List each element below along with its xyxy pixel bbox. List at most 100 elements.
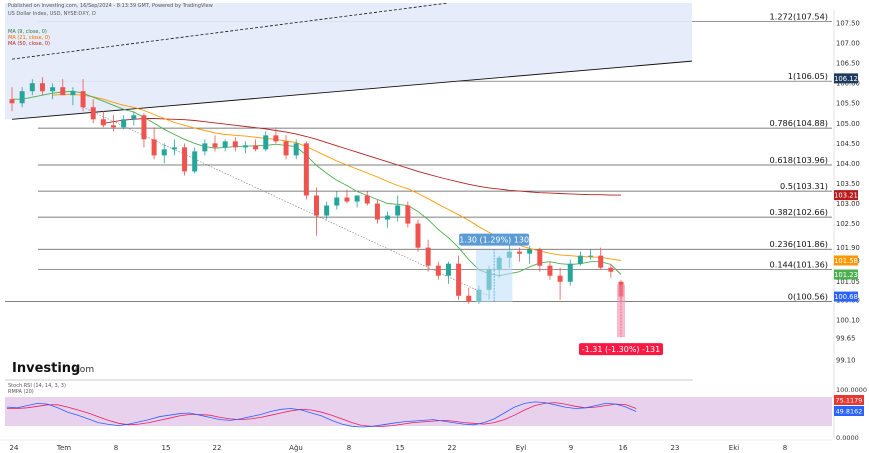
candle-body xyxy=(202,143,208,152)
candle-body xyxy=(121,119,127,128)
fib-label: 1.272(107.54) xyxy=(770,11,828,21)
candle-body xyxy=(395,205,401,216)
stoch-legend-2: RMPA (20) xyxy=(8,389,34,395)
y-tick-label: 103.00 xyxy=(836,200,860,208)
x-tick-label: 24 xyxy=(10,444,19,452)
published-note: Published on Investing.com, 16/Sep/2024 … xyxy=(8,3,213,9)
candle-body xyxy=(283,141,289,156)
ma-legend-2: MA (21, close, 0) xyxy=(8,35,51,41)
candle-body xyxy=(517,251,522,254)
fib-label: 0.144(101.36) xyxy=(770,259,828,269)
candle-body xyxy=(263,135,269,150)
ma-50-line xyxy=(103,118,621,196)
y-tick-label: 107.00 xyxy=(836,40,860,48)
fib-label: 0.236(101.86) xyxy=(770,239,828,249)
x-tick-label: Eki xyxy=(729,444,739,452)
y-tick-label: 102.50 xyxy=(836,220,860,228)
stoch-tag-label: 75.1179 xyxy=(836,397,863,405)
ma-legend-3: MA (50, close, 0) xyxy=(8,41,51,47)
x-tick-label: 23 xyxy=(671,444,680,452)
stoch-y-tick: 100.0000 xyxy=(836,386,867,394)
candle-body xyxy=(293,143,299,156)
y-tick-label: 105.50 xyxy=(836,100,860,108)
candle-body xyxy=(527,249,533,254)
measure-tools: 1.30 (1.29%) 130 -1.31 (-1.30%) -131 xyxy=(459,233,663,356)
candle-body xyxy=(80,91,86,108)
y-tick-label: 100.10 xyxy=(836,316,860,324)
x-tick-label: 16 xyxy=(619,444,628,452)
price-tag-bg xyxy=(834,255,858,266)
candle-body xyxy=(212,143,218,148)
x-tick-label: 9 xyxy=(569,444,573,452)
stoch-rsi-panel: Stoch RSI (14, 14, 3, 3)RMPA (20) 100.000… xyxy=(5,379,867,442)
investing-logo: Investing .com xyxy=(12,361,94,376)
candle-body xyxy=(374,203,380,220)
candle-body xyxy=(141,115,147,140)
y-tick-label: 101.05 xyxy=(836,278,860,286)
candle-body xyxy=(567,263,573,282)
candle-body xyxy=(39,83,45,92)
price-tag-label: 101.58 xyxy=(834,257,858,265)
candle-body xyxy=(557,275,563,282)
candle-body xyxy=(192,151,198,172)
measure-down-label: -1.31 (-1.30%) -131 xyxy=(582,345,660,354)
candle-body xyxy=(334,197,340,206)
stoch-tag-bg xyxy=(834,406,864,416)
candle-body xyxy=(577,255,583,264)
ma-21-line xyxy=(52,93,622,261)
stoch-band xyxy=(5,397,832,426)
candle-body xyxy=(303,143,309,196)
candle-body xyxy=(100,119,106,126)
price-tag-bg xyxy=(834,291,858,302)
candle-body xyxy=(151,139,157,156)
measure-down-box xyxy=(617,284,625,338)
candle-body xyxy=(547,265,553,276)
logo-brand: Investing xyxy=(12,361,80,376)
candle-body xyxy=(537,249,543,266)
candle-body xyxy=(70,91,76,96)
candle-body xyxy=(19,91,25,104)
x-tick-label: 8 xyxy=(783,444,787,452)
candle-body xyxy=(90,107,96,120)
x-tick-label: 22 xyxy=(448,444,457,452)
candle-body xyxy=(445,263,451,276)
candle-body xyxy=(60,87,66,96)
y-tick-label: 107.50 xyxy=(836,20,860,28)
fibonacci-levels: 1.272(107.54) 1(106.05) 0.786(104.88) 0.618… xyxy=(5,11,832,302)
fib-label: 0.5(103.31) xyxy=(780,181,828,191)
candle-body xyxy=(273,135,279,142)
stoch-d-line xyxy=(6,402,637,427)
price-tag-bg xyxy=(834,190,858,201)
measure-down-label-bg xyxy=(579,343,663,356)
channel-fill xyxy=(5,2,693,120)
candle-body xyxy=(242,145,248,148)
candle-body xyxy=(466,295,472,302)
y-tick-label: 99.10 xyxy=(836,356,855,364)
candle-body xyxy=(354,195,360,202)
price-tag-label: 106.12 xyxy=(834,75,858,83)
candle-body xyxy=(232,141,238,148)
candle-body xyxy=(425,247,431,266)
x-tick-label: 15 xyxy=(396,444,405,452)
candle-body xyxy=(111,125,116,128)
price-axis: 99.1099.65100.10100.60101.05101.58101.90… xyxy=(833,10,860,438)
fib-label: 0(100.56) xyxy=(788,291,828,301)
candle-body xyxy=(161,149,167,156)
y-tick-label: 106.00 xyxy=(836,80,860,88)
candle-body xyxy=(222,141,228,148)
stoch-y-tick: 0.0000 xyxy=(836,434,859,442)
symbol-title: US Dollar Index, USD, NYSE:DXY, D xyxy=(8,11,96,17)
x-tick-label: Tem xyxy=(56,444,71,452)
x-tick-label: Ağu xyxy=(289,444,303,452)
ma-9-line xyxy=(12,90,622,277)
candle-body xyxy=(314,195,319,216)
y-tick-label: 101.90 xyxy=(836,244,860,252)
time-axis: 24 Tem 8 15 22 Ağu 8 15 22 Eyl 9 16 23 Eki 8 xyxy=(0,439,832,452)
logo-suffix: .com xyxy=(72,365,94,375)
y-tick-label: 99.65 xyxy=(836,334,855,342)
candle-body xyxy=(131,115,137,120)
candle-body xyxy=(9,99,15,104)
candle-body xyxy=(415,223,421,248)
candle-body xyxy=(385,215,391,220)
